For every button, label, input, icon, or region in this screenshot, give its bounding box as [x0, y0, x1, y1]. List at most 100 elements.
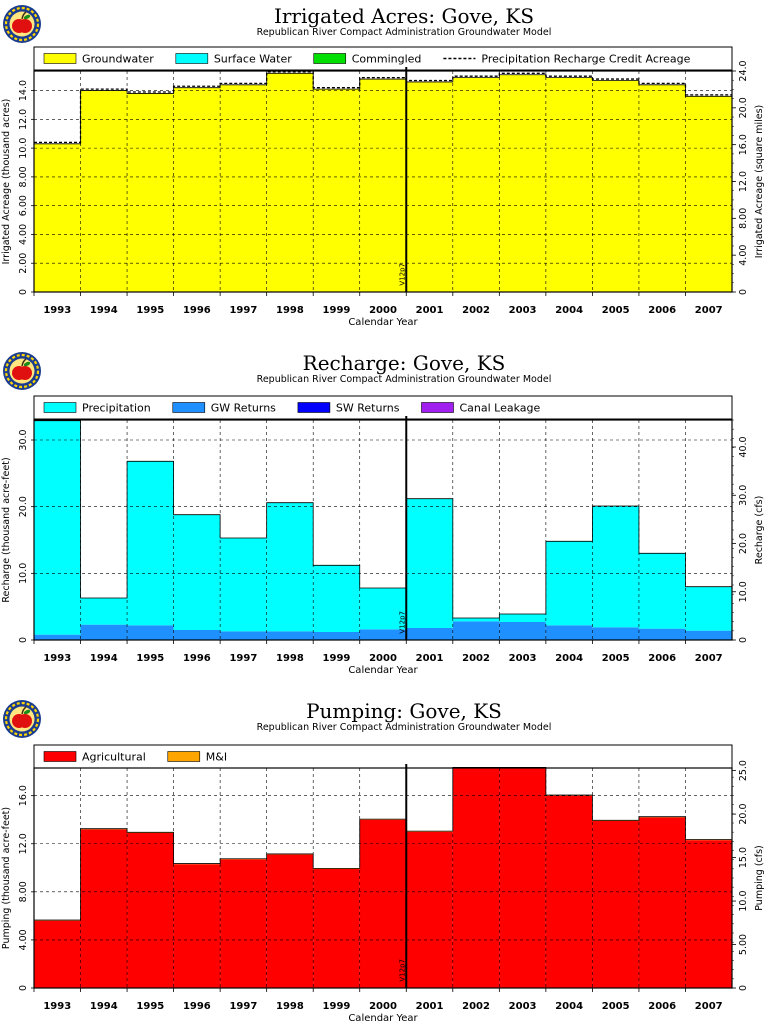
apple-stem: [21, 706, 27, 715]
bar-irrigated-groundwater: [266, 73, 314, 292]
x-tick-label: 2006: [648, 1001, 676, 1012]
bar-recharge-precipitation: [592, 506, 639, 628]
x-tick-label: 2002: [462, 305, 490, 316]
legend-label: Canal Leakage: [460, 402, 541, 415]
y-tick-label-left: 4.00: [18, 929, 29, 950]
legend-label: Agricultural: [82, 751, 146, 764]
x-tick-label: 2001: [416, 1001, 444, 1012]
x-tick-label: 2000: [369, 653, 397, 664]
legend-swatch: [172, 402, 206, 413]
bar-recharge-gw-returns: [34, 634, 81, 640]
x-tick-label: 2005: [602, 305, 630, 316]
bar-pumping-agricultural: [638, 817, 686, 988]
bar-irrigated-groundwater: [452, 77, 500, 292]
bar-irrigated-groundwater: [406, 81, 453, 292]
bar-recharge-precipitation: [359, 588, 407, 630]
y-tick-label-right: 20.0: [738, 97, 749, 118]
x-tick-label: 2004: [555, 305, 583, 316]
legend-swatch: [175, 53, 209, 64]
seal-dots: [4, 353, 40, 389]
chart-title: Recharge: Gove, KS: [303, 351, 506, 375]
legend-box: [33, 395, 733, 420]
apple-stem: [21, 11, 27, 20]
stack-outline: [34, 420, 732, 619]
x-tick-label: 2000: [369, 1001, 397, 1012]
x-tick-label: 1993: [43, 305, 71, 316]
bar-irrigated-groundwater: [638, 84, 686, 292]
chart-subtitle: Republican River Compact Administration …: [257, 27, 552, 38]
bar-pumping-agricultural: [220, 859, 267, 988]
bar-irrigated-groundwater: [499, 74, 546, 293]
apple-right: [18, 366, 32, 380]
bar-recharge-precipitation: [452, 618, 500, 622]
bar-recharge-gw-returns: [220, 631, 267, 640]
seal-dots: [4, 701, 40, 737]
y-tick-label-right: 40.0: [738, 436, 749, 457]
bar-irrigated-groundwater: [685, 96, 732, 293]
legend-box: [33, 46, 733, 71]
y-axis-label-left: Irrigated Acreage (thousand acres): [1, 99, 12, 265]
bar-irrigated-groundwater: [592, 80, 639, 292]
x-axis-label: Calendar Year: [348, 665, 418, 676]
bar-pumping-agricultural: [80, 829, 128, 988]
x-tick-label: 1997: [229, 305, 257, 316]
x-tick-label: 2004: [555, 1001, 583, 1012]
bar-recharge-gw-returns: [499, 622, 546, 640]
model-version-label: V12p7: [398, 959, 406, 982]
bar-recharge-precipitation: [127, 461, 174, 626]
y-tick-label-left: 10.0: [18, 563, 29, 584]
y-tick-label-left: 0: [18, 637, 29, 643]
x-tick-label: 1999: [323, 305, 351, 316]
bar-recharge-gw-returns: [173, 630, 221, 640]
x-tick-label: 1995: [136, 653, 164, 664]
bar-recharge-precipitation: [499, 614, 546, 622]
y-tick-label-left: 0: [18, 985, 29, 991]
apple-right: [18, 714, 32, 728]
x-axis-label: Calendar Year: [348, 317, 418, 328]
bar-irrigated-groundwater: [545, 77, 593, 292]
apple-right: [18, 19, 32, 33]
apple-leaf: [23, 361, 31, 367]
apple-seal-icon: [3, 700, 41, 738]
seal-dots: [4, 6, 40, 42]
bar-recharge-gw-returns: [685, 630, 732, 640]
bar-recharge-precipitation: [685, 586, 732, 631]
x-tick-label: 1997: [229, 1001, 257, 1012]
x-tick-label: 1994: [90, 305, 118, 316]
x-tick-label: 2005: [602, 653, 630, 664]
y-tick-label-right: 8.00: [738, 208, 749, 229]
line-precipitation-recharge-credit: [34, 71, 732, 144]
y-tick-label-left: 0: [18, 289, 29, 295]
y-tick-label-left: 30.0: [18, 429, 29, 450]
stack-outline: [34, 72, 732, 145]
x-tick-label: 2000: [369, 305, 397, 316]
y-tick-label-right: 5.00: [738, 934, 749, 955]
x-tick-label: 2002: [462, 653, 490, 664]
chart-subtitle: Republican River Compact Administration …: [257, 374, 552, 385]
y-tick-label-left: 16.0: [18, 785, 29, 806]
bar-recharge-precipitation: [266, 502, 314, 632]
legend-label: SW Returns: [336, 402, 400, 415]
bar-irrigated-groundwater: [34, 143, 81, 292]
legend-label: Precipitation Recharge Credit Acreage: [481, 53, 690, 66]
x-tick-label: 1998: [276, 1001, 304, 1012]
y-tick-label-left: 12.0: [18, 109, 29, 130]
legend-label: Commingled: [352, 53, 422, 66]
bar-irrigated-groundwater: [173, 87, 221, 293]
y-tick-label-left: 10.0: [18, 138, 29, 159]
x-tick-label: 1996: [183, 1001, 211, 1012]
bar-recharge-gw-returns: [359, 629, 407, 640]
y-tick-label-left: 8.00: [18, 166, 29, 187]
y-axis-label-left: Recharge (thousand acre-feet): [1, 457, 12, 602]
legend-swatch: [297, 402, 331, 413]
x-tick-label: 2003: [509, 305, 537, 316]
bar-recharge-gw-returns: [313, 632, 360, 640]
y-tick-label-left: 4.00: [18, 224, 29, 245]
bar-recharge-gw-returns: [266, 631, 314, 640]
legend-swatch: [167, 751, 201, 762]
legend-swatch: [43, 53, 77, 64]
y-tick-label-right: 30.0: [738, 485, 749, 506]
